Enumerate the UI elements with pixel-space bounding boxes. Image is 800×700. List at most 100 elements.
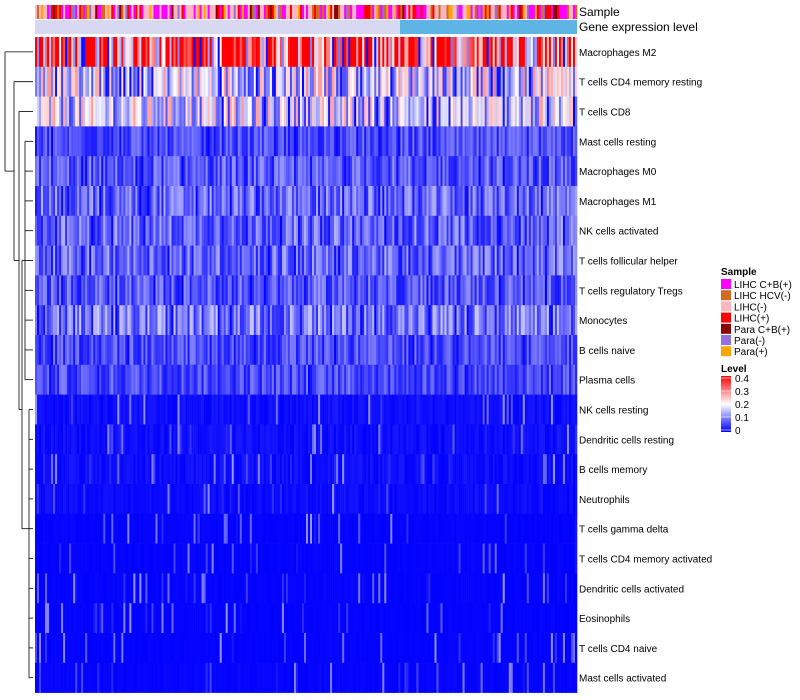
heatmap-cell [450,66,453,97]
heatmap-cell [183,186,186,217]
heatmap-cell [560,96,564,127]
heatmap-cell [43,245,46,276]
heatmap-cell [450,394,453,425]
heatmap-cell [263,96,267,127]
heatmap-cell [346,275,349,306]
heatmap-cell [193,424,196,455]
heatmap-cell [233,543,237,574]
heatmap-cell [404,37,407,68]
heatmap-cell [508,364,512,395]
heatmap-cell [516,37,520,68]
sample-annotation-cell [61,5,64,19]
heatmap-cell [500,275,504,306]
heatmap-cell [115,513,118,544]
heatmap-cell [328,335,331,366]
heatmap-cell [484,156,487,187]
heatmap-cell [474,484,477,515]
heatmap-cell [324,156,327,187]
heatmap-cell [476,364,479,395]
sample-annotation-cell [283,5,287,19]
heatmap-cell [197,424,200,455]
heatmap-cell [77,305,80,336]
heatmap-cell [167,66,170,97]
heatmap-cell [430,37,433,68]
heatmap-cell [554,96,558,127]
heatmap-cell [289,364,293,395]
heatmap-cell [241,126,245,157]
heatmap-cell [199,335,202,366]
heatmap-cell [141,513,144,544]
heatmap-cell [147,364,150,395]
sample-annotation-cell [518,5,522,19]
heatmap-cell [161,156,164,187]
heatmap-cell [496,454,500,485]
heatmap-cell [215,543,218,574]
heatmap-cell [430,364,433,395]
heatmap-cell [360,513,363,544]
heatmap-cell [442,66,445,97]
heatmap-cell [466,454,469,485]
heatmap-cell [81,215,84,246]
heatmap-cell [71,96,74,127]
heatmap-cell [291,275,295,306]
heatmap-cell [488,245,491,276]
heatmap-cell [79,394,82,425]
heatmap-cell [235,394,239,425]
heatmap-cell [516,424,520,455]
heatmap-cell [295,96,299,127]
heatmap-cell [111,454,114,485]
heatmap-cell [380,364,383,395]
heatmap-cell [360,454,363,485]
heatmap-cell [59,484,62,515]
heatmap-cell [175,513,178,544]
heatmap-cell [568,394,572,425]
heatmap-cell [354,513,357,544]
heatmap-cell [512,66,516,97]
heatmap-cell [51,513,54,544]
heatmap-cell [37,454,40,485]
heatmap-cell [382,484,385,515]
heatmap-cell [121,394,124,425]
heatmap-cell [464,335,467,366]
heatmap-cell [554,66,558,97]
heatmap-cell [79,364,82,395]
heatmap-cell [432,394,435,425]
heatmap-cell [530,424,534,455]
heatmap-cell [514,424,518,455]
heatmap-cell [478,364,481,395]
heatmap-cell [97,215,100,246]
heatmap-cell [308,245,311,276]
heatmap-cell [235,275,239,306]
heatmap-cell [239,424,243,455]
heatmap-cell [450,424,453,455]
heatmap-cell [129,484,132,515]
heatmap-cell [514,186,518,217]
heatmap-cell [394,364,397,395]
heatmap-cell [281,513,285,544]
heatmap-cell [253,424,257,455]
heatmap-cell [251,215,255,246]
sample-annotation-cell [410,5,413,19]
heatmap-cell [318,96,321,127]
heatmap-cell [201,126,204,157]
heatmap-cell [45,275,48,306]
heatmap-cell [155,424,158,455]
heatmap-cell [37,66,40,97]
heatmap-cell [245,364,249,395]
heatmap-cell [464,454,467,485]
sample-annotation-cell [47,5,50,19]
heatmap-cell [91,543,94,574]
heatmap-cell [336,215,339,246]
heatmap-cell [312,245,315,276]
heatmap-cell [452,305,455,336]
heatmap-cell [478,37,481,68]
heatmap-cell [402,305,405,336]
heatmap-cell [390,245,393,276]
heatmap-cell [145,513,148,544]
heatmap-cell [452,335,455,366]
heatmap-cell [145,305,148,336]
heatmap-cell [506,245,510,276]
heatmap-cell [410,335,413,366]
heatmap-cell [476,424,479,455]
heatmap-cell [380,245,383,276]
